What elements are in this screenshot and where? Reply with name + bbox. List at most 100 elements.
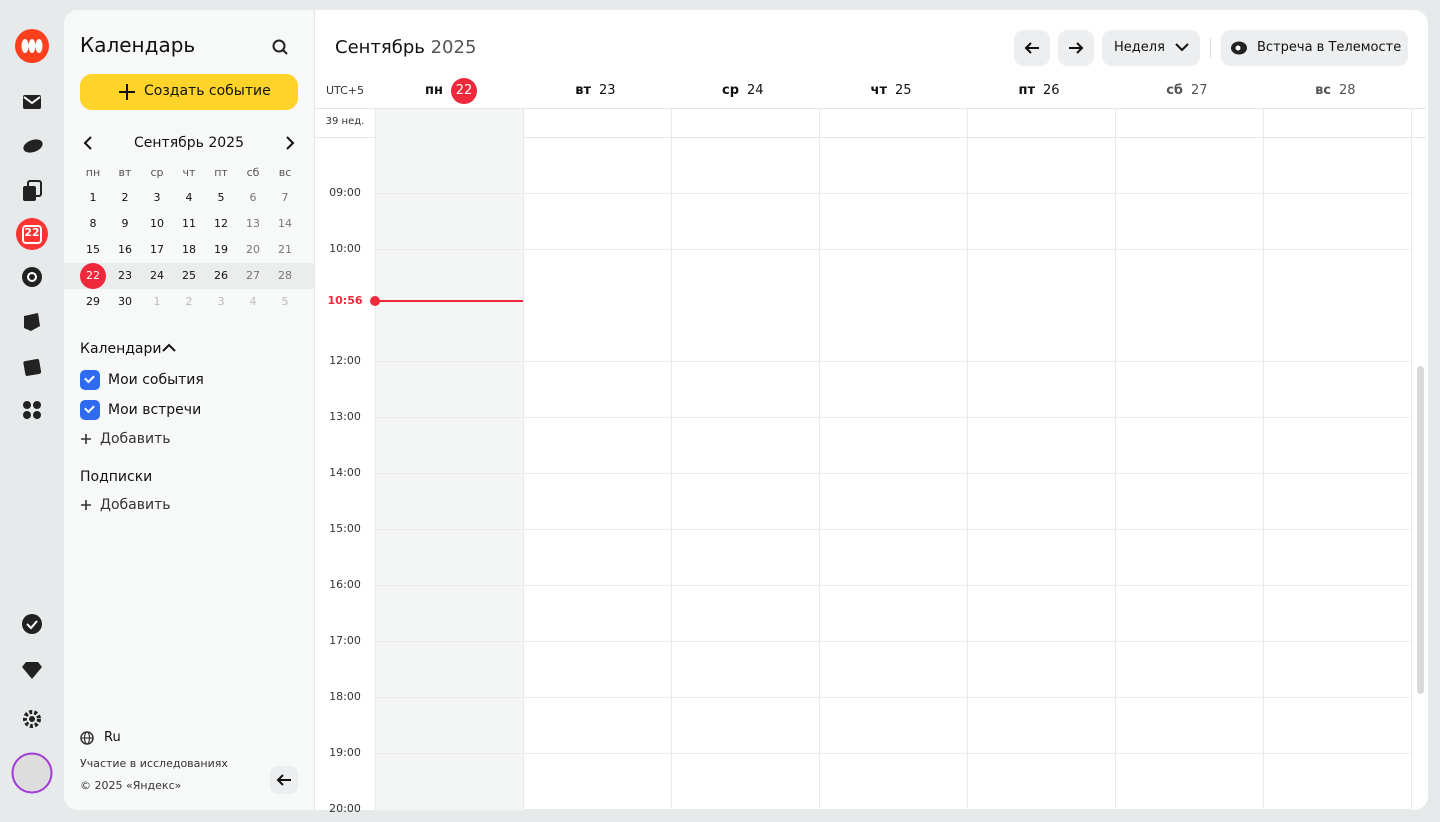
mini-weekday: вс: [278, 166, 292, 179]
day-weekday[interactable]: вс: [1315, 83, 1331, 98]
day-weekday[interactable]: вт: [575, 83, 591, 98]
globe-icon: [80, 731, 94, 745]
day-divider: [967, 108, 968, 810]
header-border: [315, 108, 1426, 109]
messenger-icon[interactable]: [21, 266, 43, 288]
day-weekday[interactable]: сб: [1166, 83, 1183, 98]
logo[interactable]: [14, 28, 50, 64]
next-month[interactable]: [284, 136, 296, 150]
mini-day[interactable]: 19: [214, 243, 228, 256]
mini-day[interactable]: 3: [153, 191, 161, 204]
apps-icon[interactable]: [22, 400, 42, 420]
mini-day[interactable]: 2: [121, 191, 129, 204]
calendar-app-icon[interactable]: [16, 218, 48, 250]
calendar-name[interactable]: Мои события: [108, 372, 204, 388]
now-label: 10:56: [315, 294, 375, 308]
mini-day[interactable]: 13: [246, 217, 260, 230]
mini-day[interactable]: 28: [278, 269, 292, 282]
mini-day[interactable]: 3: [217, 295, 225, 308]
prev-arrow: [1024, 42, 1039, 54]
mini-day[interactable]: 29: [86, 295, 100, 308]
mini-day[interactable]: 6: [249, 191, 257, 204]
mini-day[interactable]: 24: [150, 269, 164, 282]
hour-label: 12:00: [329, 354, 361, 367]
mini-weekday: сб: [246, 166, 260, 179]
cloud-icon[interactable]: [22, 136, 44, 156]
day-number[interactable]: 24: [747, 83, 764, 98]
add-calendar[interactable]: Добавить: [100, 431, 171, 447]
back-arrow: [276, 774, 291, 786]
hour-label: 17:00: [329, 634, 361, 647]
mini-day[interactable]: 22: [86, 269, 100, 282]
day-number[interactable]: 25: [895, 83, 912, 98]
day-weekday[interactable]: пн: [425, 83, 443, 98]
mail-icon[interactable]: [22, 92, 42, 112]
mini-day[interactable]: 15: [86, 243, 100, 256]
mini-day[interactable]: 7: [281, 191, 289, 204]
telemost-icon: [1231, 41, 1247, 55]
calendar-name[interactable]: Мои встречи: [108, 402, 202, 418]
mini-day[interactable]: 18: [182, 243, 196, 256]
day-divider: [523, 108, 524, 810]
add-icon: [81, 434, 91, 444]
today-column: [375, 109, 523, 811]
mini-weekday: ср: [150, 166, 164, 179]
day-number[interactable]: 22: [455, 83, 473, 98]
day-number[interactable]: 23: [599, 83, 616, 98]
hour-line: [375, 641, 1411, 642]
telemost-label: Встреча в Телемосте: [1257, 40, 1402, 55]
day-divider: [1263, 108, 1264, 810]
day-weekday[interactable]: пт: [1018, 83, 1035, 98]
scrollbar[interactable]: [1417, 366, 1424, 694]
collapse-icon[interactable]: [162, 342, 176, 354]
mini-day[interactable]: 1: [153, 295, 161, 308]
mini-day[interactable]: 26: [214, 269, 228, 282]
disk-icon[interactable]: [22, 180, 42, 202]
done-icon[interactable]: [22, 614, 42, 634]
day-number[interactable]: 27: [1191, 83, 1208, 98]
mini-day[interactable]: 5: [217, 191, 225, 204]
plus-icon[interactable]: [21, 660, 43, 680]
hour-line: [375, 529, 1411, 530]
research-link[interactable]: Участие в исследованиях: [80, 757, 228, 770]
day-weekday[interactable]: ср: [721, 83, 739, 98]
mini-day[interactable]: 23: [118, 269, 132, 282]
mini-day[interactable]: 16: [118, 243, 132, 256]
mini-day[interactable]: 21: [278, 243, 292, 256]
hour-line: [375, 249, 1411, 250]
mini-day[interactable]: 30: [118, 295, 132, 308]
add-subscription[interactable]: Добавить: [100, 497, 171, 513]
mini-weekday: пн: [85, 166, 101, 179]
settings-icon[interactable]: [22, 709, 42, 729]
mini-day[interactable]: 4: [249, 295, 257, 308]
mini-day[interactable]: 5: [281, 295, 289, 308]
day-number[interactable]: 28: [1339, 83, 1356, 98]
calendars-title[interactable]: Календари: [80, 341, 162, 357]
search-button[interactable]: [271, 38, 289, 56]
mini-day[interactable]: 14: [278, 217, 292, 230]
checkbox[interactable]: [80, 370, 100, 390]
mini-day[interactable]: 12: [214, 217, 228, 230]
mini-day[interactable]: 9: [121, 217, 129, 230]
notes-icon[interactable]: [22, 312, 42, 332]
mini-day[interactable]: 2: [185, 295, 193, 308]
create-button[interactable]: [80, 74, 298, 110]
telemost-button[interactable]: [1221, 30, 1408, 66]
mini-day[interactable]: 4: [185, 191, 193, 204]
day-number[interactable]: 26: [1043, 83, 1060, 98]
mini-day[interactable]: 8: [89, 217, 97, 230]
mini-day[interactable]: 20: [246, 243, 260, 256]
mini-day[interactable]: 1: [89, 191, 97, 204]
prev-month[interactable]: [82, 136, 94, 150]
tasks-icon[interactable]: [22, 356, 42, 376]
language[interactable]: Ru: [104, 730, 121, 745]
mini-day[interactable]: 10: [150, 217, 164, 230]
mini-day[interactable]: 17: [150, 243, 164, 256]
avatar[interactable]: [11, 752, 53, 794]
mini-day[interactable]: 11: [182, 217, 196, 230]
checkbox[interactable]: [80, 400, 100, 420]
mini-day[interactable]: 25: [182, 269, 196, 282]
mini-day[interactable]: 27: [246, 269, 260, 282]
day-weekday[interactable]: чт: [870, 83, 887, 98]
hour-line: [375, 361, 1411, 362]
